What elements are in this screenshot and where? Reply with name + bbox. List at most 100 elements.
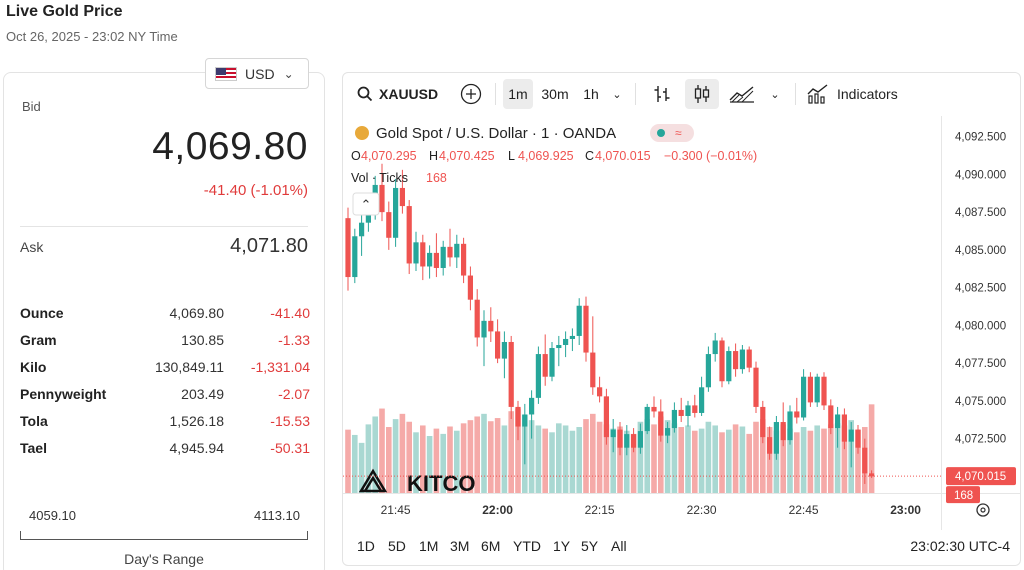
candle-body	[631, 434, 637, 448]
time-tick-label: 22:15	[585, 503, 615, 517]
volume-bar	[569, 430, 576, 493]
volume-bar	[773, 430, 780, 493]
volume-bar	[576, 427, 582, 493]
volume-bar	[834, 423, 841, 493]
volume-label: Vol · Ticks	[351, 171, 408, 185]
interval-1h-button[interactable]: 1h	[583, 86, 599, 102]
ask-price: 4,071.80	[230, 235, 308, 257]
candles-style-button[interactable]	[685, 79, 719, 109]
volume-bar	[590, 413, 596, 493]
ohlc-label: O	[351, 149, 361, 163]
candle-body	[433, 252, 439, 268]
period-3m-button[interactable]: 3M	[450, 538, 470, 554]
candle-body	[787, 411, 793, 441]
volume-bar	[413, 432, 419, 493]
candle-body	[678, 409, 684, 416]
period-all-button[interactable]: All	[611, 538, 627, 554]
candle-body	[413, 242, 419, 264]
page-timestamp: Oct 26, 2025 - 23:02 NY Time	[6, 29, 178, 44]
candle-body	[495, 331, 501, 359]
candle-body	[692, 405, 698, 413]
candlestick-chart[interactable]: KITCO 4,092.500 4,090.000 4,087.500 4,085.00…	[343, 116, 1021, 530]
period-1m-button[interactable]: 1M	[419, 538, 439, 554]
volume-bar	[630, 433, 637, 493]
interval-30m-button[interactable]: 30m	[541, 86, 569, 102]
volume-bar	[855, 429, 861, 493]
unit-row-kilo: Kilo 130,849.11 -1,331.04	[20, 359, 310, 379]
area-chart-icon	[729, 86, 754, 103]
candle-body	[522, 414, 528, 427]
bar-style-button[interactable]	[647, 79, 677, 109]
volume-bar	[583, 419, 589, 493]
period-1y-button[interactable]: 1Y	[553, 538, 571, 554]
volume-bar	[698, 428, 705, 493]
candle-body	[345, 218, 351, 278]
candle-body	[406, 206, 412, 264]
unit-row-tola: Tola 1,526.18 -15.53	[20, 413, 310, 433]
currency-select[interactable]: USD ⌄	[205, 58, 309, 89]
candle-body	[699, 387, 705, 413]
chevron-down-icon: ⌄	[283, 66, 294, 81]
price-panel: Bid 4,069.80 -41.40 (-1.01%) Ask 4,071.8…	[3, 72, 325, 570]
candle-body	[746, 349, 752, 368]
volume-bar	[726, 429, 732, 493]
toolbar-divider	[795, 83, 796, 105]
ohlc-label: C	[585, 149, 594, 163]
candle-body	[658, 411, 664, 436]
period-6m-button[interactable]: 6M	[481, 538, 501, 554]
chart-toolbar: XAUUSD 1m 30m 1h ⌄ ⌄ Indicators	[343, 73, 1020, 116]
candle-body	[841, 414, 847, 442]
period-1d-button[interactable]: 1D	[357, 538, 375, 554]
volume-bar	[562, 425, 569, 493]
candle-body	[855, 429, 861, 448]
indicators-label: Indicators	[837, 86, 898, 102]
volume-bar	[760, 419, 766, 493]
volume-bar	[535, 425, 542, 493]
volume-bar	[610, 428, 616, 493]
candle-body	[556, 345, 562, 349]
volume-bar	[379, 408, 385, 493]
volume-bar	[617, 426, 623, 493]
chart-footer: 1D 5D 1M 3M 6M YTD 1Y 5Y All 23:02:30 UT…	[343, 530, 1020, 565]
candle-body	[529, 397, 535, 415]
volume-bar	[433, 428, 440, 493]
indicators-button[interactable]: Indicators	[807, 79, 917, 109]
candle-body	[665, 428, 671, 436]
last-volume-badge	[946, 486, 980, 504]
volume-bar	[549, 432, 555, 493]
candle-body	[637, 431, 643, 448]
unit-name: Pennyweight	[20, 386, 107, 402]
ohlc-change: −0.300 (−0.01%)	[664, 149, 757, 163]
unit-price: 130.85	[181, 332, 224, 348]
bars-icon	[654, 86, 670, 102]
volume-bar	[868, 404, 875, 493]
period-5d-button[interactable]: 5D	[388, 538, 406, 554]
symbol-search-button[interactable]: XAUUSD	[353, 79, 441, 109]
candle-body	[447, 246, 453, 258]
style-dropdown-chevron-icon[interactable]: ⌄	[770, 88, 780, 101]
candle-body	[386, 212, 392, 238]
volume-bar	[739, 426, 746, 493]
candle-body	[563, 338, 569, 346]
candle-body	[440, 246, 446, 268]
candle-body	[399, 187, 405, 207]
candle-body	[474, 299, 480, 338]
compare-symbol-button[interactable]	[457, 79, 485, 109]
candle-body	[712, 340, 718, 355]
volume-bar	[508, 411, 514, 493]
bid-change: -41.40 (-1.01%)	[203, 182, 308, 199]
interval-1m-button[interactable]: 1m	[503, 79, 533, 109]
interval-dropdown-chevron-icon[interactable]: ⌄	[612, 88, 622, 101]
toolbar-divider	[635, 83, 636, 105]
period-ytd-button[interactable]: YTD	[513, 538, 541, 554]
candle-body	[651, 406, 657, 412]
period-5y-button[interactable]: 5Y	[581, 538, 599, 554]
time-tick-label: 22:30	[687, 503, 717, 517]
volume-bar	[800, 427, 807, 493]
volume-bar	[386, 427, 392, 493]
candle-body	[461, 243, 467, 276]
volume-bar	[692, 430, 698, 493]
area-style-button[interactable]	[727, 79, 757, 109]
candle-body	[739, 349, 745, 370]
volume-bar	[467, 420, 474, 493]
